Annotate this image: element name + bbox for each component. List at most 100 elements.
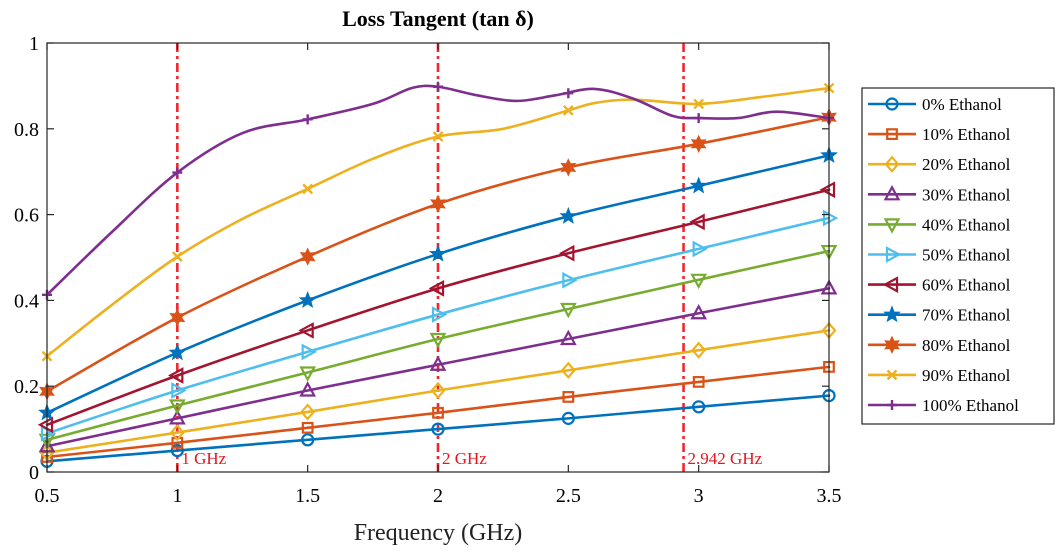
data-point <box>559 244 575 262</box>
legend-marker <box>883 305 901 323</box>
legend-marker <box>884 155 900 173</box>
legend-marker <box>885 97 899 111</box>
data-point <box>432 406 444 419</box>
legend-label: 50% Ethanol <box>922 246 1011 265</box>
data-point <box>559 329 577 346</box>
legend-marker <box>886 369 898 381</box>
legend-entry-9: 80% Ethanol <box>868 335 1011 355</box>
data-point <box>431 422 445 436</box>
series-1 <box>40 389 836 468</box>
data-point <box>168 409 186 425</box>
data-point <box>692 376 705 388</box>
data-point <box>168 399 186 415</box>
data-point <box>301 433 315 447</box>
data-point <box>302 114 313 125</box>
data-point <box>562 271 578 289</box>
series-line <box>45 249 831 442</box>
data-point <box>693 113 704 124</box>
series-line <box>45 216 831 435</box>
data-point <box>689 176 708 194</box>
data-point <box>171 382 187 399</box>
data-point <box>690 273 708 290</box>
data-point <box>563 88 574 99</box>
data-point <box>561 411 575 425</box>
legend-marker <box>885 246 902 263</box>
y-tick-label: 0.6 <box>14 205 39 227</box>
data-point <box>301 421 314 434</box>
data-point <box>169 423 185 442</box>
x-tick-label: 1 <box>172 485 182 507</box>
data-point <box>429 355 447 371</box>
data-point <box>822 209 839 227</box>
axes: 0.5 1 1.5 2 2.5 3 3.5 0 0.2 0.4 0.6 0.8 1 <box>14 33 842 507</box>
data-point <box>299 247 316 266</box>
data-point <box>433 81 443 92</box>
series-line <box>45 287 831 448</box>
data-point <box>298 290 317 309</box>
legend-entry-7: 60% Ethanol <box>868 276 1011 295</box>
data-point <box>689 213 705 231</box>
legend-label: 90% Ethanol <box>922 366 1011 385</box>
data-point <box>692 400 706 414</box>
chart-title: Loss Tangent (tan δ) <box>342 6 534 31</box>
series-8 <box>38 145 838 421</box>
series-line <box>45 329 831 454</box>
data-point <box>559 302 577 319</box>
series-7 <box>37 181 836 434</box>
data-point <box>562 105 574 116</box>
legend-entry-11: 100% Ethanol <box>868 396 1019 415</box>
marker-label-2: 2 GHz <box>442 449 487 468</box>
y-tick-label: 0.8 <box>14 119 39 141</box>
series-line <box>45 188 831 427</box>
data-point <box>428 280 445 297</box>
x-tick-label: 2.5 <box>556 485 581 507</box>
series-line <box>45 365 831 459</box>
data-point <box>299 381 317 397</box>
legend-label: 80% Ethanol <box>922 336 1011 355</box>
series-5 <box>38 244 838 450</box>
legend-label: 30% Ethanol <box>922 185 1011 204</box>
legend-label: 70% Ethanol <box>922 306 1011 325</box>
data-point <box>302 183 314 195</box>
data-point <box>819 181 836 199</box>
legend-marker <box>883 184 901 201</box>
legend-marker <box>887 400 897 410</box>
legend-entry-5: 40% Ethanol <box>868 215 1011 234</box>
y-tick-label: 1 <box>29 33 39 55</box>
data-point <box>560 361 576 380</box>
data-point <box>430 194 446 214</box>
legend-label: 0% Ethanol <box>922 95 1002 114</box>
y-tick-label: 0 <box>29 462 39 484</box>
legend-marker <box>884 335 900 354</box>
data-point <box>171 251 183 262</box>
data-point <box>169 308 186 327</box>
marker-label-3: 2.942 GHz <box>688 449 763 468</box>
x-tick-label: 2 <box>433 485 443 507</box>
data-point <box>301 343 317 361</box>
data-point <box>693 98 705 110</box>
x-axis-label: Frequency (GHz) <box>354 520 523 546</box>
data-point <box>690 134 707 153</box>
data-point <box>690 303 708 320</box>
legend-entry-10: 90% Ethanol <box>868 366 1011 385</box>
series-4 <box>38 279 838 453</box>
series-line <box>45 394 831 463</box>
data-point <box>37 416 54 434</box>
legend-label: 40% Ethanol <box>922 215 1011 234</box>
data-point <box>691 341 707 359</box>
data-point <box>430 381 446 400</box>
legend-entry-6: 50% Ethanol <box>868 246 1011 265</box>
legend-label: 10% Ethanol <box>922 125 1011 144</box>
data-point <box>432 131 444 142</box>
legend-label: 20% Ethanol <box>922 155 1011 174</box>
data-point <box>168 343 187 361</box>
legend-marker <box>886 128 898 141</box>
data-point <box>170 443 184 458</box>
legend-label: 60% Ethanol <box>922 276 1011 295</box>
data-point <box>300 403 316 421</box>
data-point <box>172 167 183 178</box>
series-6 <box>40 209 839 442</box>
legend-entry-1: 0% Ethanol <box>868 95 1002 114</box>
legend-marker <box>883 218 901 234</box>
